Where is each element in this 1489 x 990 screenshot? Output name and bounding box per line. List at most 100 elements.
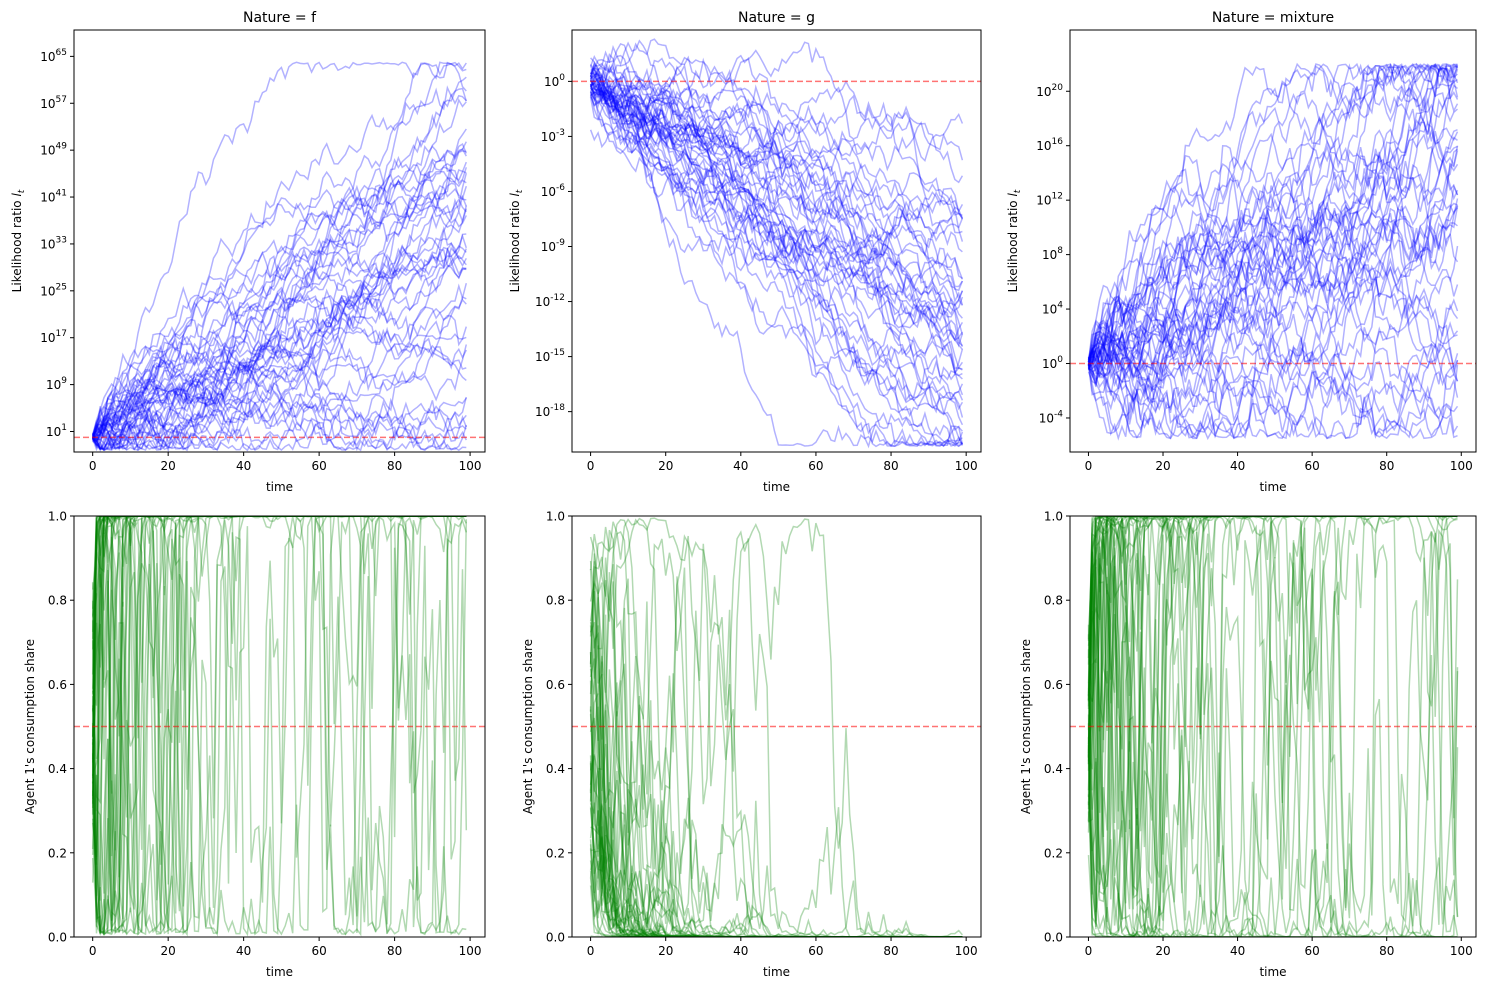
series-line-42 <box>589 658 963 937</box>
subplot-3: 0 20 40 60 80 100 10-4 100 104 108 1012 1016 1020 Nat… <box>1006 10 1477 494</box>
series-line-10 <box>91 390 467 452</box>
y-tick-label: 1033 <box>40 235 67 251</box>
subplot-4: 0 20 40 60 80 100 0.0 0.2 0.4 0.6 0.8 1.0 time Agent … <box>23 510 486 979</box>
series-line-43 <box>589 517 963 937</box>
x-axis-label: time <box>266 965 293 979</box>
series-line-30 <box>92 208 467 450</box>
series-line-16 <box>1087 171 1459 369</box>
series-group <box>589 38 964 449</box>
series-line-33 <box>589 61 963 447</box>
series-line-28 <box>92 254 467 452</box>
y-tick-label: 0.8 <box>48 594 67 608</box>
series-line-40 <box>589 518 963 937</box>
series-line-33 <box>91 246 467 439</box>
x-tick-label: 20 <box>658 944 673 958</box>
y-tick-label: 0.0 <box>48 931 67 945</box>
x-tick-label: 60 <box>311 944 326 958</box>
series-line-32 <box>589 86 964 445</box>
y-axis-label: Likelihood ratio lt <box>10 189 27 292</box>
series-line-43 <box>92 184 468 450</box>
x-tick-label: 20 <box>1155 459 1170 473</box>
series-line-27 <box>589 71 964 288</box>
series-line-48 <box>590 54 964 163</box>
x-tick-label: 40 <box>1230 944 1245 958</box>
series-line-31 <box>92 295 467 451</box>
series-line-40 <box>91 516 468 936</box>
series-line-49 <box>1087 63 1459 368</box>
x-axis-label: time <box>1259 965 1286 979</box>
series-line-27 <box>92 245 467 442</box>
series-line-14 <box>1087 329 1459 437</box>
x-tick-label: 20 <box>658 459 673 473</box>
series-line-24 <box>590 75 964 447</box>
series-line-10 <box>590 803 963 937</box>
series-line-14 <box>589 129 964 418</box>
series-line-31 <box>590 72 963 319</box>
series-line-2 <box>92 396 468 452</box>
y-tick-label: 0.2 <box>546 846 565 860</box>
series-line-12 <box>589 74 963 404</box>
series-line-40 <box>590 42 964 214</box>
series-line-7 <box>1087 516 1458 937</box>
series-line-32 <box>92 98 467 440</box>
x-tick-label: 20 <box>161 944 176 958</box>
y-tick-label: 1.0 <box>1044 510 1063 524</box>
series-line-8 <box>589 57 964 172</box>
series-line-4 <box>1087 216 1459 398</box>
axes-frame <box>1069 515 1477 938</box>
series-line-4 <box>589 91 963 448</box>
series-line-48 <box>1087 133 1458 362</box>
series-line-41 <box>590 82 963 449</box>
series-line-25 <box>1087 63 1458 361</box>
series-line-10 <box>590 86 964 448</box>
series-line-22 <box>589 761 963 937</box>
series-line-36 <box>1087 129 1458 373</box>
series-line-8 <box>92 128 467 446</box>
series-line-10 <box>91 516 467 936</box>
x-tick-label: 40 <box>236 944 251 958</box>
series-line-20 <box>1087 516 1459 937</box>
series-line-20 <box>589 83 963 377</box>
y-tick-label: 10-18 <box>535 403 565 419</box>
x-tick-label: 100 <box>459 459 482 473</box>
series-line-47 <box>1087 131 1459 425</box>
x-tick-label: 0 <box>587 944 595 958</box>
series-line-13 <box>1087 62 1458 366</box>
series-line-35 <box>1087 292 1459 440</box>
subplot-2: 0 20 40 60 80 100 100 10-3 10-6 10-9 10-12 10-15 10-… <box>508 10 982 494</box>
series-line-30 <box>1087 148 1458 363</box>
x-tick-label: 100 <box>1450 944 1473 958</box>
y-tick-label: 0.8 <box>1044 594 1063 608</box>
series-line-2 <box>589 84 964 222</box>
series-line-30 <box>589 877 963 937</box>
series-line-7 <box>91 516 467 910</box>
series-line-45 <box>589 714 963 937</box>
series-line-17 <box>1087 63 1459 431</box>
y-axis-label: Agent 1's consumption share <box>1019 639 1033 814</box>
series-line-20 <box>1087 243 1459 418</box>
series-line-11 <box>1087 65 1459 385</box>
x-tick-label: 80 <box>387 459 402 473</box>
y-tick-label: 1041 <box>40 189 67 205</box>
series-line-47 <box>589 706 963 937</box>
series-line-42 <box>590 75 964 316</box>
series-line-36 <box>92 306 467 451</box>
series-line-9 <box>589 62 964 285</box>
series-line-9 <box>92 246 467 452</box>
series-line-31 <box>589 621 963 937</box>
axes-frame <box>571 29 982 453</box>
series-line-36 <box>590 73 964 370</box>
series-line-42 <box>1087 62 1458 366</box>
x-tick-label: 40 <box>733 459 748 473</box>
series-line-23 <box>91 407 467 452</box>
series-line-44 <box>1087 63 1459 441</box>
axes-frame <box>73 515 486 938</box>
series-line-3 <box>1087 62 1459 393</box>
x-tick-label: 100 <box>459 944 482 958</box>
x-tick-label: 0 <box>1085 459 1093 473</box>
y-tick-label: 108 <box>1042 246 1063 262</box>
series-line-14 <box>92 369 467 450</box>
series-line-9 <box>589 561 963 937</box>
subplot-title: Nature = f <box>243 10 317 26</box>
series-line-38 <box>1088 66 1459 371</box>
